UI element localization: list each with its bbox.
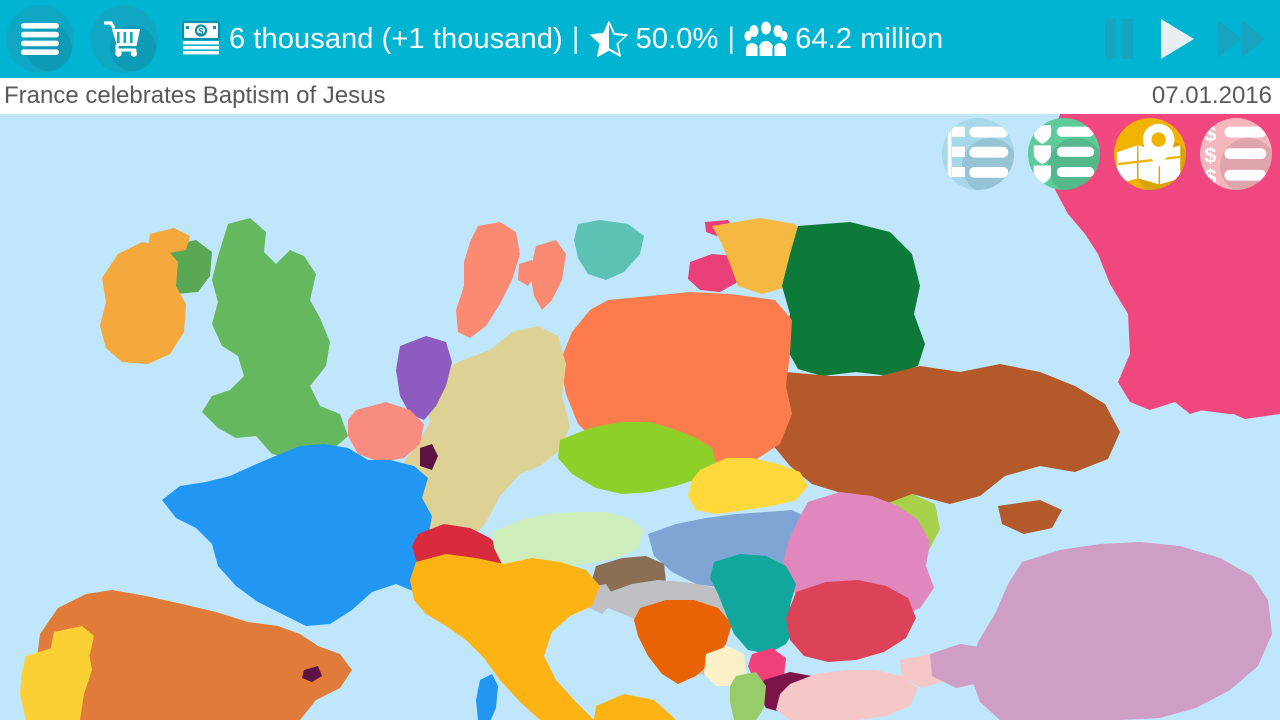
half-star-icon [589,20,629,58]
map-action-buttons: $ $ $ [942,118,1272,190]
country-denmark-isl2[interactable] [518,260,536,286]
stat-separator-1: | [571,22,580,55]
top-status-bar: $ 6 thousand (+1 thousand) | [0,0,1280,78]
economy-button[interactable]: $ $ $ [1200,118,1272,190]
country-poland[interactable] [560,292,792,464]
stat-popularity: 50.0% [589,20,719,58]
map-pin-icon [1116,123,1181,185]
news-headline: France celebrates Baptism of Jesus [4,82,386,109]
svg-text:$: $ [198,27,203,37]
country-andorra[interactable] [302,666,322,682]
country-crimea[interactable] [998,500,1062,534]
stat-money: $ 6 thousand (+1 thousand) [182,20,563,58]
stat-population: 64.2 million [744,20,943,58]
country-austria[interactable] [492,512,644,572]
shop-button[interactable] [90,5,158,73]
play-button[interactable] [1158,18,1196,60]
country-denmark-isl[interactable] [530,240,566,310]
fast-forward-button[interactable] [1218,19,1266,59]
shields-list-icon [1033,125,1095,185]
country-ireland-n[interactable] [148,228,190,254]
country-belgium[interactable] [348,402,424,462]
news-bar: France celebrates Baptism of Jesus 07.01… [0,78,1280,114]
svg-text:$: $ [1204,164,1216,189]
people-group-icon [744,20,788,58]
country-italy[interactable] [410,554,600,720]
country-russia-east[interactable] [1135,274,1280,414]
country-montenegro[interactable] [704,646,746,686]
shopping-cart-icon [104,21,140,57]
country-ukraine[interactable] [768,364,1120,506]
corsica[interactable] [476,674,498,720]
country-luxembourg[interactable] [420,444,438,470]
country-turkey[interactable] [970,542,1272,720]
country-sweden[interactable] [574,220,644,280]
countries-button[interactable] [942,118,1014,190]
country-bulgaria[interactable] [786,580,916,662]
country-belarus[interactable] [782,222,925,376]
dollars-list-icon: $ $ $ [1204,121,1267,189]
country-ireland[interactable] [100,242,186,364]
money-banknote-icon: $ [182,20,222,58]
pause-icon [1105,19,1133,59]
menu-button[interactable] [6,5,74,73]
map-canvas[interactable]: $ $ $ [0,114,1280,720]
country-portugal-2[interactable] [50,626,94,660]
country-turkey-thrace[interactable] [930,644,996,688]
map-view-button[interactable] [1114,118,1186,190]
country-france[interactable] [162,444,452,626]
country-denmark[interactable] [456,222,520,338]
country-czech-republic[interactable] [558,422,716,494]
flags-list-icon [947,125,1009,183]
country-albania[interactable] [730,672,766,720]
pause-button[interactable] [1102,19,1136,59]
fast-forward-icon [1218,20,1265,58]
population-value: 64.2 million [795,22,944,55]
hamburger-menu-icon [21,23,59,55]
country-latvia[interactable] [688,254,742,292]
stat-separator-2: | [727,22,736,55]
europe-map[interactable] [0,114,1280,720]
military-button[interactable] [1028,118,1100,190]
svg-text:$: $ [1204,121,1216,146]
stats-group: $ 6 thousand (+1 thousand) | [182,20,943,58]
svg-text:$: $ [1204,143,1216,168]
transport-controls [1102,0,1266,78]
country-spain[interactable] [36,590,352,720]
play-icon [1161,19,1194,59]
country-lithuania[interactable] [712,218,808,294]
country-slovakia[interactable] [688,458,808,514]
country-united-kingdom[interactable] [202,218,348,460]
popularity-value: 50.0% [635,22,719,55]
country-greece[interactable] [776,670,918,720]
country-italy-south[interactable] [594,694,676,720]
country-netherlands[interactable] [396,336,452,420]
money-value: 6 thousand (+1 thousand) [229,22,563,55]
country-serbia[interactable] [710,554,796,654]
country-portugal[interactable] [20,644,92,720]
news-date: 07.01.2016 [1151,82,1272,109]
